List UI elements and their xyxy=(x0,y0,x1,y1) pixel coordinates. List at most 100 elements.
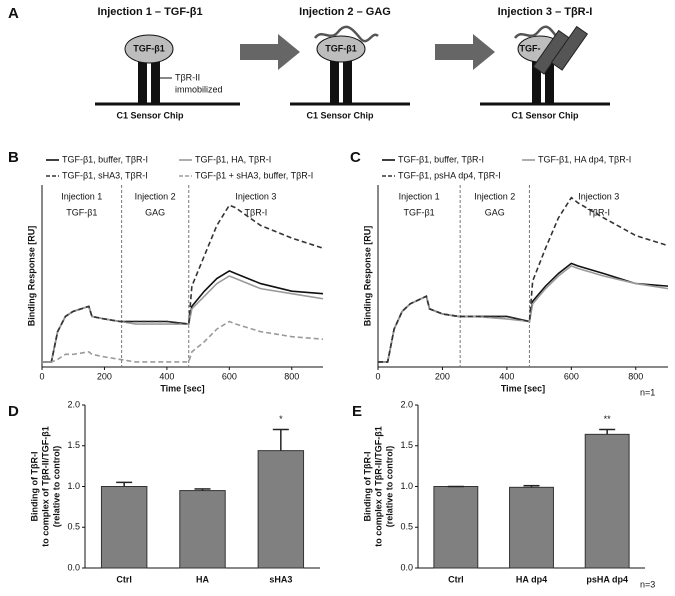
phase-agent: GAG xyxy=(485,207,505,217)
x-tick-label: 200 xyxy=(97,371,112,381)
chip-label: C1 Sensor Chip xyxy=(116,110,184,120)
series-line xyxy=(42,204,324,363)
receptor xyxy=(343,58,352,104)
receptor xyxy=(532,58,541,104)
x-tick-label: 800 xyxy=(628,371,643,381)
y-axis-label: to complex of TβR-II/TGF-β1 xyxy=(373,426,383,547)
x-tick-label: Ctrl xyxy=(448,574,464,584)
x-tick-label: 400 xyxy=(159,371,174,381)
series-line xyxy=(42,270,324,363)
x-axis-label: Time [sec] xyxy=(501,383,545,393)
legend-label: TGF-β1, psHA dp4, TβR-I xyxy=(398,170,501,180)
gag-chain xyxy=(313,25,379,43)
x-axis-label: Time [sec] xyxy=(160,383,204,393)
receptor-label: immobilized xyxy=(175,84,223,94)
diagram: Injection 1 – TGF-β1 Injection 2 – GAG I… xyxy=(95,6,610,120)
ligand-label: TGF- xyxy=(520,43,541,53)
ligand-label: TGF-β1 xyxy=(325,43,357,53)
series-line xyxy=(378,264,669,363)
y-tick-label: 1.0 xyxy=(400,481,413,491)
y-tick-label: 0.5 xyxy=(400,522,413,532)
legend-label: TGF-β1, buffer, TβR-I xyxy=(62,154,148,164)
x-tick-label: psHA dp4 xyxy=(586,574,628,584)
y-tick-label: 2.0 xyxy=(400,399,413,409)
y-tick-label: 1.5 xyxy=(67,440,80,450)
bar xyxy=(584,433,630,569)
panel-label: B xyxy=(8,149,19,166)
legend-label: TGF-β1 + sHA3, buffer, TβR-I xyxy=(195,170,313,180)
arrow xyxy=(240,34,300,70)
arrow xyxy=(435,34,495,70)
receptor xyxy=(138,58,147,104)
ligand xyxy=(316,35,366,63)
y-tick-label: 1.0 xyxy=(67,481,80,491)
y-tick-label: 0.0 xyxy=(67,562,80,572)
y-axis-label: Binding Response [RU] xyxy=(362,226,372,327)
step-title: Injection 3 – TβR-I xyxy=(498,6,593,18)
panel-label: A xyxy=(8,5,19,22)
bar xyxy=(257,450,305,569)
x-tick-label: 600 xyxy=(564,371,579,381)
significance: ** xyxy=(604,414,612,424)
x-tick-label: 400 xyxy=(499,371,514,381)
significance: * xyxy=(279,414,283,424)
x-tick-label: 200 xyxy=(435,371,450,381)
phase-agent: TβR-I xyxy=(587,207,610,217)
y-axis-label: Binding of TβR-I xyxy=(362,452,372,522)
y-tick-label: 0.5 xyxy=(67,522,80,532)
x-tick-label: 0 xyxy=(39,371,44,381)
x-tick-label: HA dp4 xyxy=(516,574,547,584)
y-axis-label: Binding of TβR-I xyxy=(29,452,39,522)
x-tick-label: Ctrl xyxy=(116,574,132,584)
x-tick-label: 600 xyxy=(222,371,237,381)
phase-agent: TGF-β1 xyxy=(66,207,97,217)
phase-agent: TβR-I xyxy=(245,207,268,217)
receptor xyxy=(545,58,554,104)
step-title: Injection 2 – GAG xyxy=(299,6,391,18)
panel-label: C xyxy=(350,149,361,166)
receptor-label: TβR-II xyxy=(175,72,200,82)
legend-label: TGF-β1, HA dp4, TβR-I xyxy=(538,154,631,164)
phase-name: Injection 1 xyxy=(61,191,102,201)
phase-name: Injection 2 xyxy=(135,191,176,201)
bar xyxy=(509,486,554,569)
legend-label: TGF-β1, sHA3, TβR-I xyxy=(62,170,148,180)
chip-label: C1 Sensor Chip xyxy=(306,110,374,120)
x-tick-label: HA xyxy=(196,574,209,584)
receptor xyxy=(330,58,339,104)
y-axis-label: Binding Response [RU] xyxy=(26,226,36,327)
receptor xyxy=(151,58,160,104)
bar xyxy=(179,490,226,569)
ligand xyxy=(124,34,174,64)
legend-label: TGF-β1, HA, TβR-I xyxy=(195,154,271,164)
chip-label: C1 Sensor Chip xyxy=(511,110,579,120)
phase-name: Injection 1 xyxy=(399,191,440,201)
phase-name: Injection 2 xyxy=(474,191,515,201)
series-line xyxy=(378,196,669,363)
phase-agent: TGF-β1 xyxy=(403,207,434,217)
y-axis-label: to complex of TβR-II/TGF-β1 xyxy=(40,426,50,547)
panel-label: E xyxy=(352,403,362,420)
series-line xyxy=(378,262,669,363)
note: n=3 xyxy=(640,579,655,589)
note: n=1 xyxy=(640,387,655,397)
phase-name: Injection 3 xyxy=(578,191,619,201)
step-title: Injection 1 – TGF-β1 xyxy=(97,6,202,18)
bar xyxy=(433,486,479,569)
x-tick-label: sHA3 xyxy=(269,574,292,584)
phase-agent: GAG xyxy=(145,207,165,217)
ligand-label: TGF-β1 xyxy=(133,43,165,53)
legend-label: TGF-β1, buffer, TβR-I xyxy=(398,154,484,164)
y-tick-label: 0.0 xyxy=(400,562,413,572)
y-tick-label: 2.0 xyxy=(67,399,80,409)
phase-name: Injection 3 xyxy=(235,191,276,201)
panel-label: D xyxy=(8,403,19,420)
receptor-i xyxy=(550,25,589,71)
x-tick-label: 800 xyxy=(284,371,299,381)
y-tick-label: 1.5 xyxy=(400,440,413,450)
bar xyxy=(100,486,148,569)
series-line xyxy=(42,320,324,363)
gag-chain xyxy=(513,25,558,39)
y-axis-label: (relative to control) xyxy=(384,446,394,528)
